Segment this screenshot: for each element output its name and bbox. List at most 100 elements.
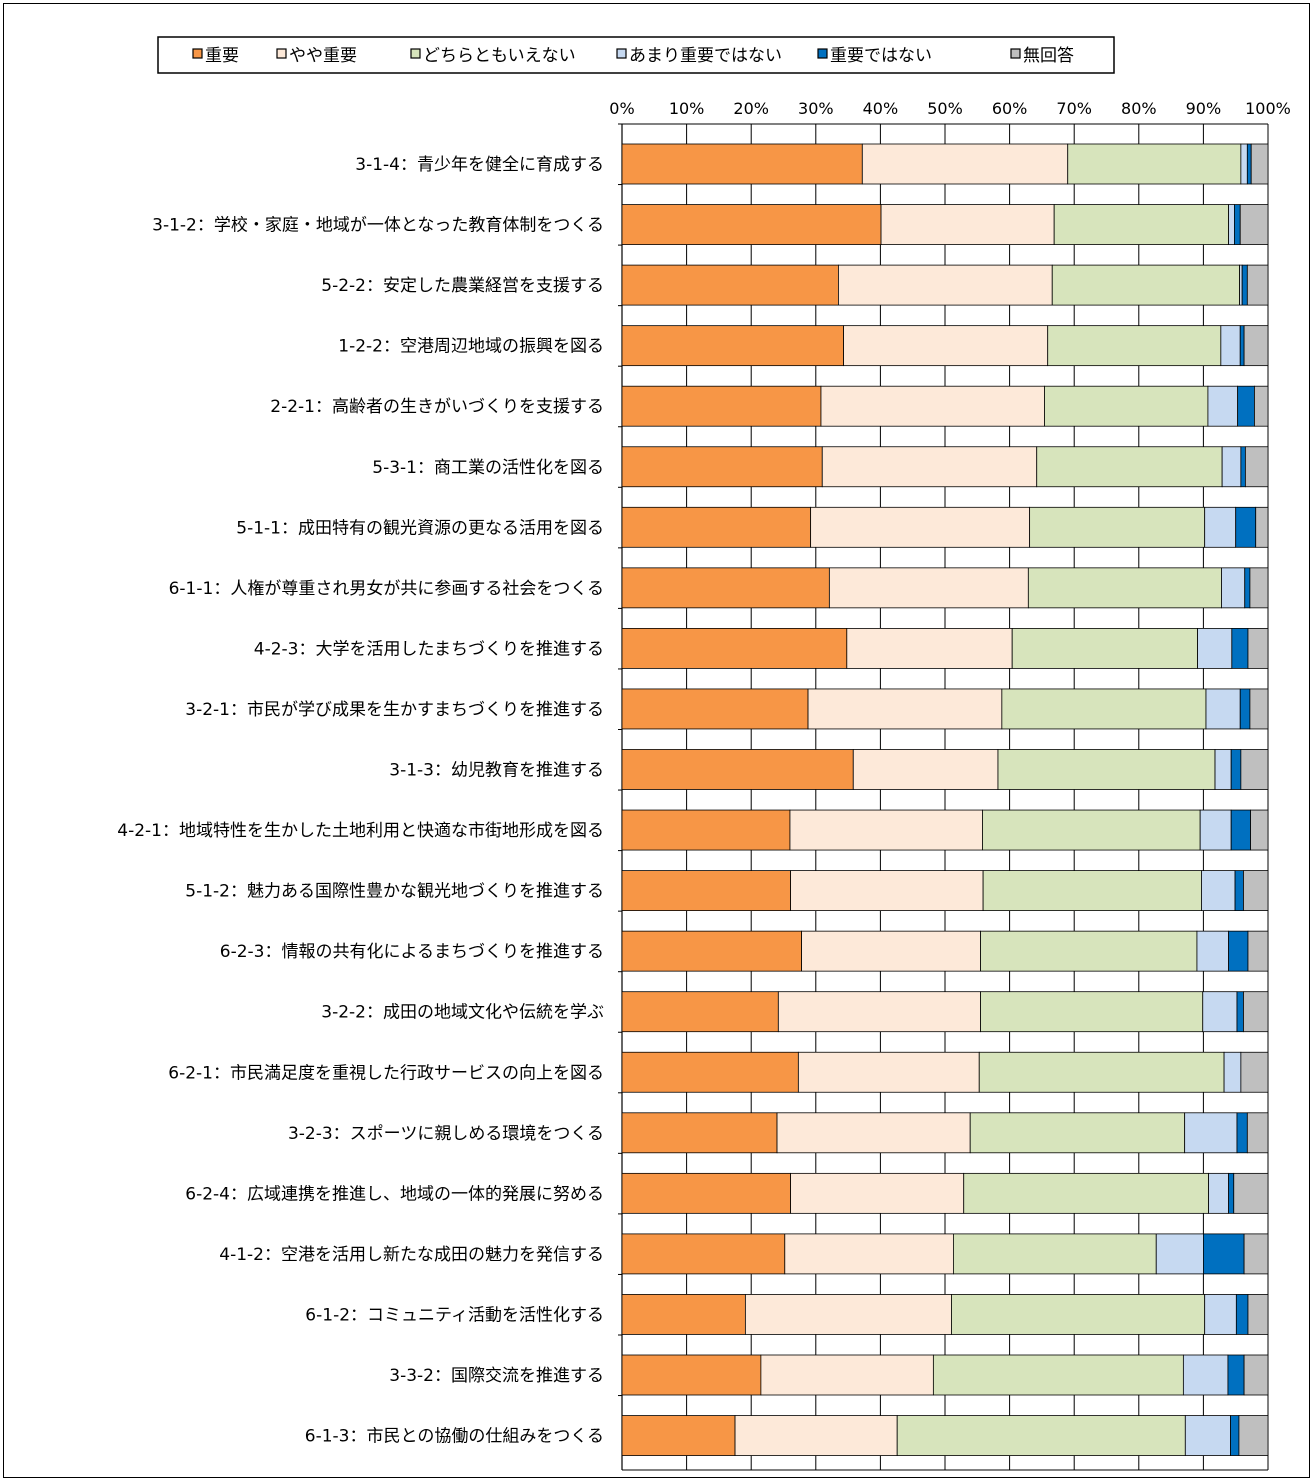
category-label: 6-2-3：情報の共有化によるまちづくりを推進する xyxy=(220,942,604,962)
bar-segment xyxy=(1199,809,1232,851)
chart-frame xyxy=(3,3,1310,1478)
bar-segment xyxy=(621,628,848,669)
bar-segment xyxy=(828,567,1029,609)
legend-label: あまり重要ではない xyxy=(629,46,782,66)
category-label: 4-1-2：空港を活用し新たな成田の魅力を発信する xyxy=(219,1245,604,1265)
bar-segment xyxy=(1250,143,1269,185)
bar-segment xyxy=(621,1233,786,1275)
category-label: 5-3-1：商工業の活性化を図る xyxy=(372,458,604,478)
bar-segment xyxy=(1221,567,1246,609)
bar-segment xyxy=(980,930,1198,972)
bar-segment xyxy=(1230,749,1242,790)
bar-segment xyxy=(1184,1415,1231,1456)
bar-segment xyxy=(1202,991,1238,1033)
bar-segment xyxy=(1243,1233,1269,1275)
bar-segment xyxy=(1241,264,1248,306)
bar-segment xyxy=(1237,385,1255,427)
bar-segment xyxy=(621,143,863,185)
category-label: 6-1-2：コミュニティ活動を活性化する xyxy=(305,1305,604,1325)
bar-segment xyxy=(621,870,792,911)
bar-segment xyxy=(1244,446,1269,488)
bar-segment xyxy=(821,446,1038,488)
x-tick-label: 90% xyxy=(1186,99,1222,118)
bar-segment xyxy=(1197,628,1233,669)
bar-segment xyxy=(1051,264,1240,306)
bar-segment xyxy=(621,1415,736,1456)
bar-segment xyxy=(797,1051,980,1093)
bar-segment xyxy=(1155,1233,1204,1275)
legend-label: どちらともいえない xyxy=(423,46,576,66)
bar-segment xyxy=(982,809,1201,851)
bar-segment xyxy=(621,991,779,1033)
bar-segment xyxy=(1203,1233,1245,1275)
bar-segment xyxy=(1228,1172,1235,1214)
bar-segment xyxy=(861,143,1069,185)
bar-segment xyxy=(1240,749,1269,790)
bar-segment xyxy=(1243,1354,1269,1396)
bar-segment xyxy=(1196,930,1229,972)
category-label: 6-1-1：人権が尊重され男女が共に参画する社会をつくる xyxy=(169,579,604,599)
bar-segment xyxy=(932,1354,1184,1396)
category-label: 3-1-4：青少年を健全に育成する xyxy=(355,155,604,175)
bar-segment xyxy=(1184,1112,1238,1154)
bar-segment xyxy=(621,1051,799,1093)
bar-segment xyxy=(776,1112,971,1154)
bar-segment xyxy=(1231,628,1249,669)
bar-segment xyxy=(1228,930,1249,972)
legend-swatch xyxy=(276,48,287,59)
category-label: 5-1-1：成田特有の観光資源の更なる活用を図る xyxy=(236,518,604,538)
legend: 重要 やや重要 どちらともいえない あまり重要ではない 重要ではない 無回答 xyxy=(157,36,1115,74)
bar-segment xyxy=(734,1415,898,1456)
category-label: 3-2-1：市民が学び成果を生かすまちづくりを推進する xyxy=(185,700,604,720)
bar-segment xyxy=(1249,567,1269,609)
bar-segment xyxy=(1053,204,1229,245)
bar-segment xyxy=(1247,930,1269,972)
bar-segment xyxy=(1254,385,1269,427)
bar-segment xyxy=(896,1415,1186,1456)
category-label: 3-1-2：学校・家庭・地域が一体となった教育体制をつくる xyxy=(152,216,604,236)
bar-segment xyxy=(1205,688,1241,730)
bar-segment xyxy=(1204,1294,1237,1335)
bar-segment xyxy=(1239,204,1269,245)
bar-segment xyxy=(1207,385,1239,427)
bar-segment xyxy=(1234,870,1244,911)
legend-swatch xyxy=(1010,48,1021,59)
legend-swatch xyxy=(192,48,203,59)
bar-segment xyxy=(1246,264,1269,306)
bar-segment xyxy=(1227,1354,1245,1396)
bar-segment xyxy=(843,325,1049,367)
x-tick-label: 80% xyxy=(1121,99,1157,118)
legend-label: 無回答 xyxy=(1023,46,1074,66)
category-label: 3-2-2：成田の地域文化や伝統を学ぶ xyxy=(321,1003,604,1023)
bar-segment xyxy=(1243,870,1269,911)
bar-segment xyxy=(621,1112,778,1154)
bar-segment xyxy=(807,688,1003,730)
bar-segment xyxy=(1246,143,1252,185)
bar-segment xyxy=(952,1233,1157,1275)
category-label: 6-2-1：市民満足度を重視した行政サービスの向上を図る xyxy=(168,1063,604,1083)
bar-segment xyxy=(978,1051,1225,1093)
bar-segment xyxy=(1234,204,1241,245)
category-label: 3-3-2：国際交流を推進する xyxy=(389,1366,604,1386)
bar-segment xyxy=(1208,1172,1229,1214)
legend-swatch xyxy=(817,48,828,59)
legend-label: やや重要 xyxy=(289,46,357,66)
bar-segment xyxy=(1240,143,1248,185)
bar-segment xyxy=(1223,1051,1242,1093)
bar-segment xyxy=(621,385,822,427)
bar-segment xyxy=(790,1172,965,1214)
bar-segment xyxy=(1244,567,1251,609)
bar-segment xyxy=(1235,1294,1249,1335)
bar-segment xyxy=(1239,688,1251,730)
category-label: 4-2-3：大学を活用したまちづくりを推進する xyxy=(254,639,604,659)
bar-segment xyxy=(810,506,1031,548)
bar-segment xyxy=(1235,506,1257,548)
bar-segment xyxy=(1036,446,1223,488)
bar-segment xyxy=(963,1172,1209,1214)
bar-segment xyxy=(997,749,1216,790)
bar-segment xyxy=(621,506,812,548)
x-tick-label: 50% xyxy=(927,99,963,118)
bar-segment xyxy=(1236,1112,1248,1154)
bar-segment xyxy=(1011,628,1198,669)
